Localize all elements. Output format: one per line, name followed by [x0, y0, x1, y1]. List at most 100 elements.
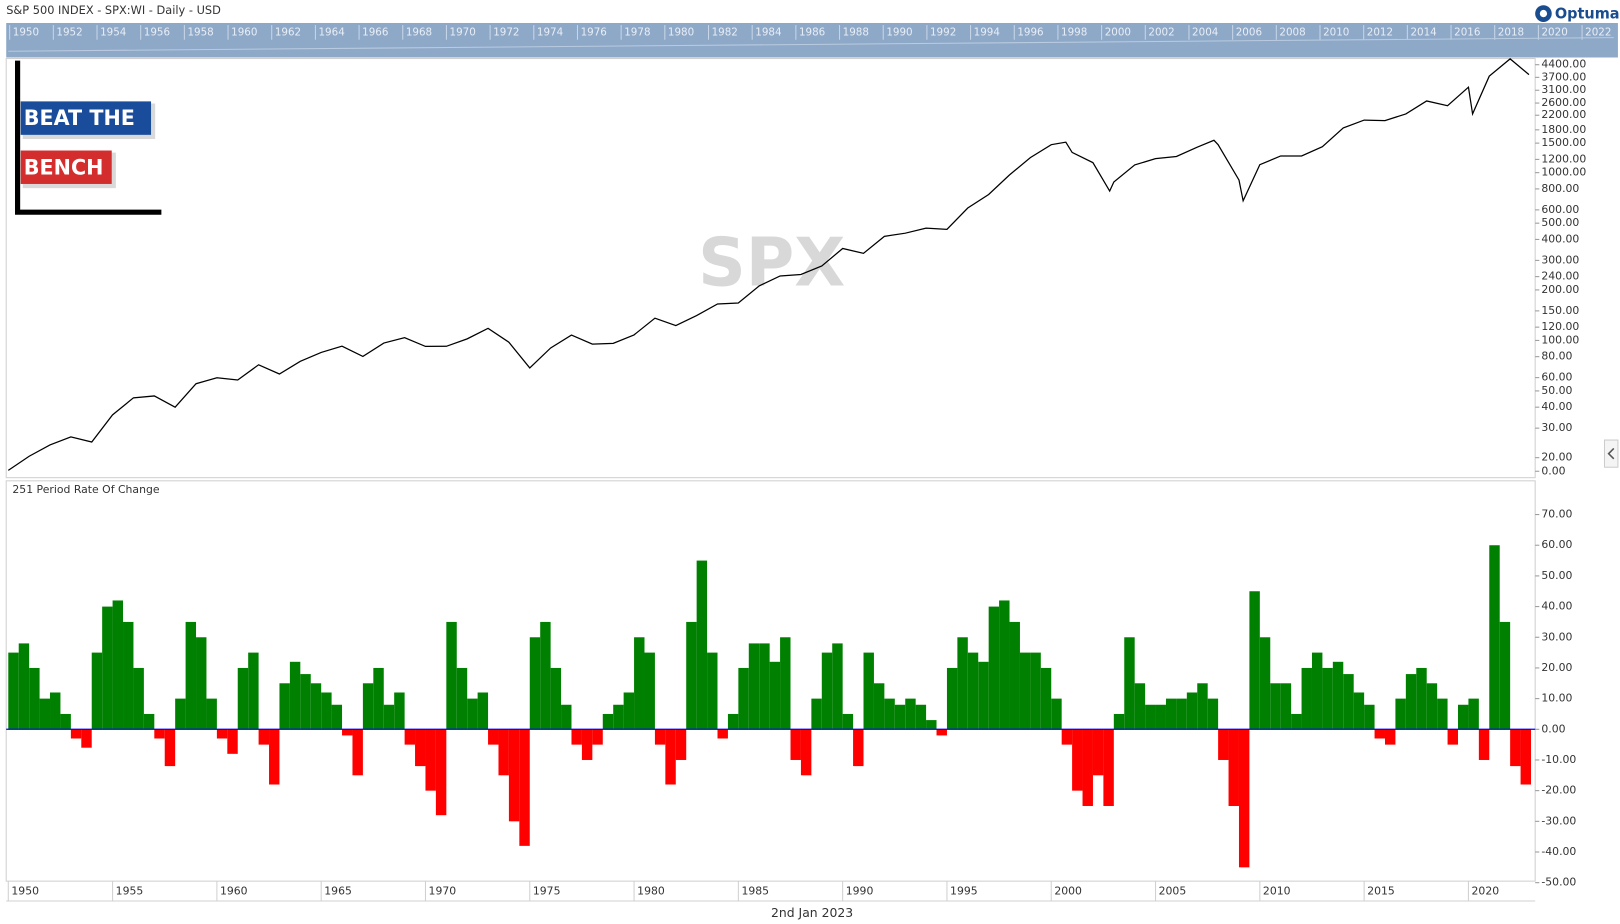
y-tick-label: 4400.00	[1541, 58, 1586, 71]
roc-bar	[1384, 729, 1396, 745]
roc-bar	[18, 643, 30, 730]
roc-bar	[884, 698, 895, 730]
navigator-label: 1976	[581, 26, 607, 38]
y-tick-label: 40.00	[1541, 600, 1572, 613]
navigator-label: 1960	[231, 26, 257, 38]
navigator-label: 2008	[1279, 26, 1305, 38]
y-tick-label: 200.00	[1541, 283, 1579, 296]
navigator-label: 2022	[1585, 26, 1611, 38]
collapse-button[interactable]	[1603, 439, 1619, 468]
y-tick-label: 1500.00	[1541, 136, 1586, 149]
roc-bar	[1499, 621, 1511, 730]
navigator-label: 1994	[974, 26, 1001, 38]
y-tick-label: 500.00	[1541, 216, 1579, 229]
y-tick-label: -50.00	[1541, 876, 1576, 889]
roc-bar	[540, 621, 551, 730]
date-label: 2nd Jan 2023	[771, 905, 853, 920]
roc-bar	[216, 729, 228, 739]
roc-bar	[237, 667, 249, 730]
roc-bar	[1478, 729, 1490, 760]
navigator-label: 2016	[1454, 26, 1480, 38]
roc-bar	[602, 713, 614, 730]
x-tick-label: 1955	[116, 885, 144, 898]
roc-bar	[1489, 545, 1500, 730]
roc-bar	[811, 698, 822, 730]
navigator-label: 1978	[624, 26, 650, 38]
x-tick-label: 1980	[637, 885, 665, 898]
y-tick-label: 70.00	[1541, 508, 1572, 521]
x-tick-label: 1995	[950, 885, 978, 898]
roc-bar	[842, 713, 854, 730]
roc-bar	[185, 621, 197, 730]
roc-bar	[926, 720, 937, 730]
brand-name[interactable]: Optuma	[1555, 6, 1620, 23]
y-tick-label: 120.00	[1541, 320, 1579, 333]
navigator-label: 2018	[1498, 26, 1524, 38]
roc-bar	[717, 729, 728, 739]
roc-bar	[1301, 667, 1312, 730]
roc-bar	[1124, 637, 1135, 730]
roc-bar	[1249, 591, 1260, 730]
roc-bar	[853, 729, 864, 767]
y-tick-label: 400.00	[1541, 232, 1579, 245]
roc-bar	[415, 729, 426, 767]
navigator-label: 1954	[100, 26, 127, 38]
roc-bar	[1364, 704, 1375, 730]
y-tick-label: 80.00	[1541, 350, 1572, 363]
roc-panel	[5, 480, 1536, 882]
roc-bar	[342, 729, 353, 736]
roc-bar	[300, 674, 311, 730]
roc-bar	[1040, 667, 1052, 730]
roc-bar	[29, 667, 40, 730]
roc-bar	[915, 704, 927, 730]
navigator-label: 1980	[668, 26, 694, 38]
navigator-label: 1962	[275, 26, 301, 38]
roc-bar	[821, 652, 833, 730]
price-line	[7, 58, 1530, 471]
roc-bar	[790, 729, 801, 760]
roc-bar	[456, 667, 468, 730]
roc-bar	[70, 729, 82, 739]
roc-bar	[1113, 713, 1125, 730]
watermark: SPX	[698, 223, 845, 301]
navigator-label: 1966	[362, 26, 388, 38]
roc-bar	[1332, 661, 1344, 730]
roc-bar	[1520, 729, 1532, 785]
navigator-label: 1996	[1017, 26, 1043, 38]
roc-bar	[946, 667, 958, 730]
logo-bracket	[15, 60, 162, 215]
navigator-label: 2010	[1323, 26, 1349, 38]
y-tick-label: 2600.00	[1541, 96, 1586, 109]
navigator-label: 1982	[712, 26, 738, 38]
y-tick-label: 50.00	[1541, 569, 1572, 582]
logo-box-blue	[20, 101, 152, 135]
roc-bar	[331, 704, 343, 730]
roc-bar	[446, 621, 457, 730]
roc-bar	[206, 698, 217, 730]
roc-bar	[1291, 713, 1302, 730]
y-tick-label: 2200.00	[1541, 108, 1586, 121]
roc-bar	[123, 621, 134, 730]
roc-bar	[988, 606, 1000, 730]
x-tick-label: 1965	[324, 885, 352, 898]
roc-bar	[1176, 698, 1187, 730]
roc-bar	[1238, 729, 1250, 868]
navigator-label: 1952	[56, 26, 82, 38]
y-tick-label: 300.00	[1541, 253, 1579, 266]
roc-bar	[289, 661, 301, 730]
roc-bar	[1061, 729, 1073, 745]
price-panel	[5, 58, 1536, 479]
logo-text: BENCH	[24, 155, 104, 179]
x-tick-label: 1990	[846, 885, 874, 898]
roc-title: 251 Period Rate Of Change	[12, 483, 159, 496]
roc-bar	[1134, 683, 1146, 730]
y-tick-label: 600.00	[1541, 203, 1579, 216]
x-tick-label: 2010	[1263, 885, 1291, 898]
roc-bar	[373, 667, 384, 730]
roc-bar	[707, 652, 718, 730]
navigator-label: 2004	[1192, 26, 1219, 38]
roc-bar	[1155, 704, 1166, 730]
x-tick-label: 1970	[429, 885, 457, 898]
y-tick-label: 30.00	[1541, 630, 1572, 643]
